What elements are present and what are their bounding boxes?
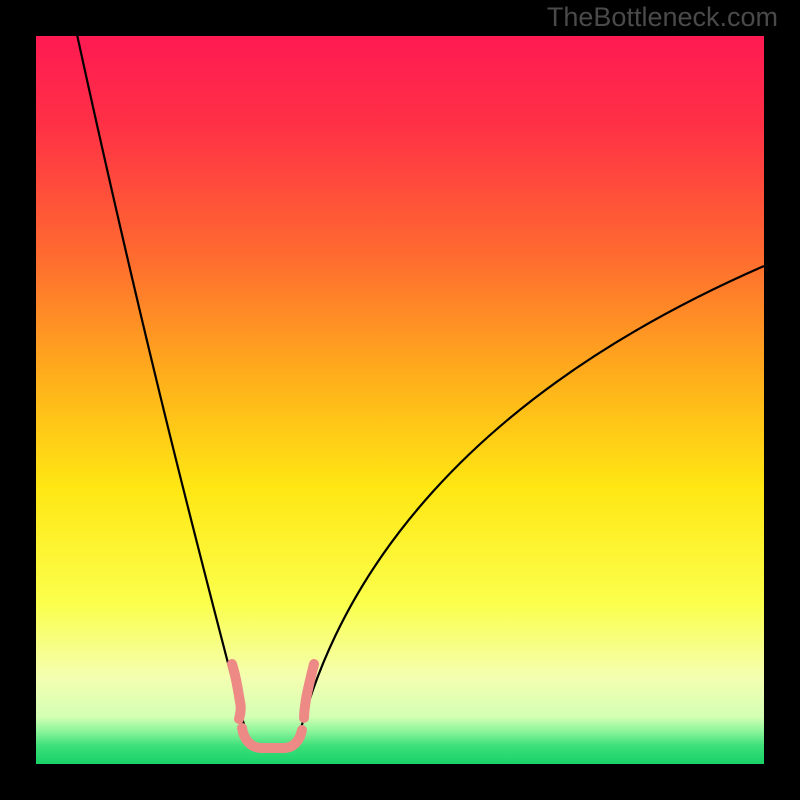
chart-svg bbox=[36, 36, 764, 764]
watermark-label: TheBottleneck.com bbox=[547, 2, 778, 32]
gradient-background bbox=[36, 36, 764, 764]
watermark-text: TheBottleneck.com bbox=[547, 2, 778, 33]
plot-area bbox=[36, 36, 764, 764]
